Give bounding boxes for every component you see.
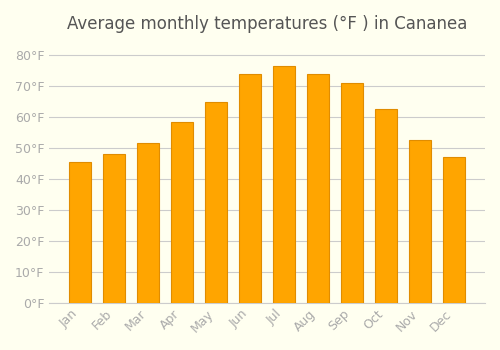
Bar (273, 66, 295, 303)
Bar (205, 102, 227, 303)
Title: Average monthly temperatures (°F ) in Cananea: Average monthly temperatures (°F ) in Ca… (67, 15, 468, 33)
Bar (443, 157, 465, 303)
Bar (69, 162, 92, 303)
Bar (375, 110, 397, 303)
Bar (239, 74, 261, 303)
Bar (307, 74, 329, 303)
Bar (409, 140, 431, 303)
Bar (137, 144, 159, 303)
Bar (341, 83, 363, 303)
Bar (103, 154, 126, 303)
Bar (171, 122, 193, 303)
